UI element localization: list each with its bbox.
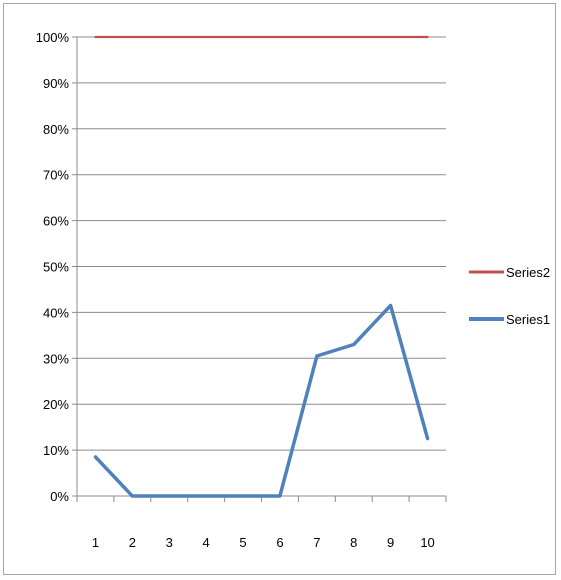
chart-area <box>3 3 556 575</box>
x-tick-label: 1 <box>92 535 99 550</box>
y-tick-label: 30% <box>43 351 69 366</box>
legend: Series2 Series1 <box>469 265 550 327</box>
y-tick-label: 100% <box>36 30 70 45</box>
gridlines <box>77 36 446 451</box>
legend-label-series2: Series2 <box>506 265 550 280</box>
x-tick-label: 8 <box>350 535 357 550</box>
x-tick-label: 7 <box>313 535 320 550</box>
axes <box>72 36 447 502</box>
y-tick-label: 0% <box>50 489 69 504</box>
x-tick-label: 3 <box>166 535 173 550</box>
x-tick-label: 2 <box>129 535 136 550</box>
x-tick-label: 6 <box>276 535 283 550</box>
y-tick-label: 10% <box>43 443 69 458</box>
y-tick-label: 60% <box>43 214 69 229</box>
y-axis-tick-labels: 0% 10% 20% 30% 40% 50% 60% 70% 80% 90% 100% <box>36 30 70 504</box>
x-tick-label: 4 <box>203 535 210 550</box>
y-tick-label: 70% <box>43 168 69 183</box>
x-tick-label: 5 <box>239 535 246 550</box>
series-line-series1 <box>93 303 430 498</box>
y-tick-label: 20% <box>43 397 69 412</box>
y-tick-label: 90% <box>43 76 69 91</box>
x-axis-tick-labels: 1 2 3 4 5 6 7 8 9 10 <box>92 535 435 550</box>
x-tick-label: 10 <box>420 535 434 550</box>
series-lines <box>93 35 430 498</box>
x-tick-label: 9 <box>387 535 394 550</box>
y-tick-label: 80% <box>43 122 69 137</box>
y-tick-label: 50% <box>43 260 69 275</box>
legend-label-series1: Series1 <box>506 312 550 327</box>
y-tick-label: 40% <box>43 305 69 320</box>
